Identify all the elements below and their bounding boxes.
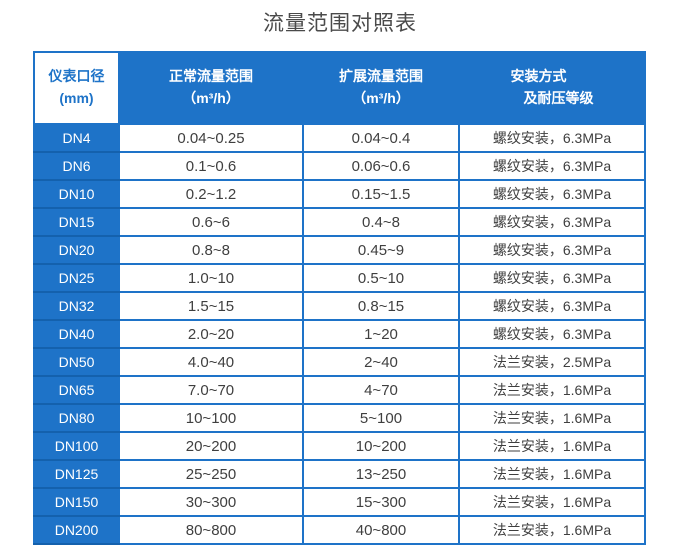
table-row: DN150 30~300 15~300 法兰安装，1.6MPa	[33, 487, 646, 517]
header-cell-diameter: 仪表口径 (mm)	[33, 51, 120, 125]
dn-cell: DN25	[33, 263, 120, 293]
extended-range-cell: 0.5~10	[302, 263, 460, 293]
table-row: DN6 0.1~0.6 0.06~0.6 螺纹安装，6.3MPa	[33, 151, 646, 181]
normal-range-cell: 7.0~70	[118, 375, 304, 405]
extended-range-cell: 2~40	[302, 347, 460, 377]
table-row: DN40 2.0~20 1~20 螺纹安装，6.3MPa	[33, 319, 646, 349]
dn-cell: DN65	[33, 375, 120, 405]
normal-range-cell: 30~300	[118, 487, 304, 517]
dn-cell: DN100	[33, 431, 120, 461]
install-cell: 法兰安装，1.6MPa	[458, 431, 646, 461]
normal-range-cell: 25~250	[118, 459, 304, 489]
header-cell-normal-range: 正常流量范围 （m³/h）	[118, 51, 304, 125]
normal-range-cell: 0.04~0.25	[118, 123, 304, 153]
header-diameter-line1: 仪表口径	[48, 68, 105, 85]
extended-range-cell: 4~70	[302, 375, 460, 405]
install-cell: 螺纹安装，6.3MPa	[458, 179, 646, 209]
install-cell: 螺纹安装，6.3MPa	[458, 235, 646, 265]
dn-cell: DN150	[33, 487, 120, 517]
dn-cell: DN125	[33, 459, 120, 489]
dn-cell: DN4	[33, 123, 120, 153]
dn-cell: DN80	[33, 403, 120, 433]
dn-cell: DN32	[33, 291, 120, 321]
table-row: DN100 20~200 10~200 法兰安装，1.6MPa	[33, 431, 646, 461]
install-cell: 法兰安装，1.6MPa	[458, 375, 646, 405]
extended-range-cell: 1~20	[302, 319, 460, 349]
extended-range-cell: 10~200	[302, 431, 460, 461]
extended-range-cell: 5~100	[302, 403, 460, 433]
install-cell: 螺纹安装，6.3MPa	[458, 263, 646, 293]
table-row: DN4 0.04~0.25 0.04~0.4 螺纹安装，6.3MPa	[33, 123, 646, 153]
header-normal-line1: 正常流量范围	[169, 68, 253, 85]
normal-range-cell: 20~200	[118, 431, 304, 461]
install-cell: 螺纹安装，6.3MPa	[458, 207, 646, 237]
header-row: 仪表口径 (mm) 正常流量范围 （m³/h） 扩展流量范围 （m³/h） 安装…	[33, 51, 646, 125]
extended-range-cell: 15~300	[302, 487, 460, 517]
dn-cell: DN50	[33, 347, 120, 377]
flow-range-table: 仪表口径 (mm) 正常流量范围 （m³/h） 扩展流量范围 （m³/h） 安装…	[33, 51, 646, 545]
normal-range-cell: 1.0~10	[118, 263, 304, 293]
header-extended-line2: （m³/h）	[352, 90, 410, 106]
normal-range-cell: 1.5~15	[118, 291, 304, 321]
header-install-line2: 及耐压等级	[523, 90, 594, 106]
table-row: DN125 25~250 13~250 法兰安装，1.6MPa	[33, 459, 646, 489]
header-diameter-line2: (mm)	[59, 90, 94, 106]
header-cell-extended-range: 扩展流量范围 （m³/h）	[302, 51, 460, 125]
extended-range-cell: 0.45~9	[302, 235, 460, 265]
header-normal-line2: （m³/h）	[182, 90, 240, 106]
table-row: DN32 1.5~15 0.8~15 螺纹安装，6.3MPa	[33, 291, 646, 321]
dn-cell: DN200	[33, 515, 120, 545]
header-install-block: 安装方式 及耐压等级	[511, 66, 594, 109]
install-cell: 法兰安装，1.6MPa	[458, 487, 646, 517]
dn-cell: DN10	[33, 179, 120, 209]
extended-range-cell: 0.4~8	[302, 207, 460, 237]
extended-range-cell: 0.06~0.6	[302, 151, 460, 181]
normal-range-cell: 0.8~8	[118, 235, 304, 265]
extended-range-cell: 0.15~1.5	[302, 179, 460, 209]
header-extended-line1: 扩展流量范围	[339, 68, 423, 85]
page-title: 流量范围对照表	[263, 12, 417, 35]
install-cell: 螺纹安装，6.3MPa	[458, 291, 646, 321]
table-header: 仪表口径 (mm) 正常流量范围 （m³/h） 扩展流量范围 （m³/h） 安装…	[33, 51, 646, 125]
normal-range-cell: 0.6~6	[118, 207, 304, 237]
table-body: DN4 0.04~0.25 0.04~0.4 螺纹安装，6.3MPa DN6 0…	[33, 123, 646, 545]
extended-range-cell: 40~800	[302, 515, 460, 545]
table-row: DN20 0.8~8 0.45~9 螺纹安装，6.3MPa	[33, 235, 646, 265]
table-row: DN200 80~800 40~800 法兰安装，1.6MPa	[33, 515, 646, 545]
install-cell: 螺纹安装，6.3MPa	[458, 151, 646, 181]
normal-range-cell: 10~100	[118, 403, 304, 433]
install-cell: 法兰安装，1.6MPa	[458, 459, 646, 489]
normal-range-cell: 0.2~1.2	[118, 179, 304, 209]
extended-range-cell: 0.04~0.4	[302, 123, 460, 153]
table-row: DN10 0.2~1.2 0.15~1.5 螺纹安装，6.3MPa	[33, 179, 646, 209]
dn-cell: DN6	[33, 151, 120, 181]
table-row: DN65 7.0~70 4~70 法兰安装，1.6MPa	[33, 375, 646, 405]
header-install-line1: 安装方式	[510, 68, 567, 85]
normal-range-cell: 2.0~20	[118, 319, 304, 349]
install-cell: 法兰安装，2.5MPa	[458, 347, 646, 377]
table-row: DN25 1.0~10 0.5~10 螺纹安装，6.3MPa	[33, 263, 646, 293]
install-cell: 法兰安装，1.6MPa	[458, 403, 646, 433]
table-row: DN80 10~100 5~100 法兰安装，1.6MPa	[33, 403, 646, 433]
extended-range-cell: 0.8~15	[302, 291, 460, 321]
header-cell-install: 安装方式 及耐压等级	[458, 51, 646, 125]
table-row: DN50 4.0~40 2~40 法兰安装，2.5MPa	[33, 347, 646, 377]
install-cell: 螺纹安装，6.3MPa	[458, 319, 646, 349]
normal-range-cell: 80~800	[118, 515, 304, 545]
normal-range-cell: 0.1~0.6	[118, 151, 304, 181]
install-cell: 法兰安装，1.6MPa	[458, 515, 646, 545]
dn-cell: DN20	[33, 235, 120, 265]
normal-range-cell: 4.0~40	[118, 347, 304, 377]
extended-range-cell: 13~250	[302, 459, 460, 489]
install-cell: 螺纹安装，6.3MPa	[458, 123, 646, 153]
table-row: DN15 0.6~6 0.4~8 螺纹安装，6.3MPa	[33, 207, 646, 237]
dn-cell: DN15	[33, 207, 120, 237]
dn-cell: DN40	[33, 319, 120, 349]
